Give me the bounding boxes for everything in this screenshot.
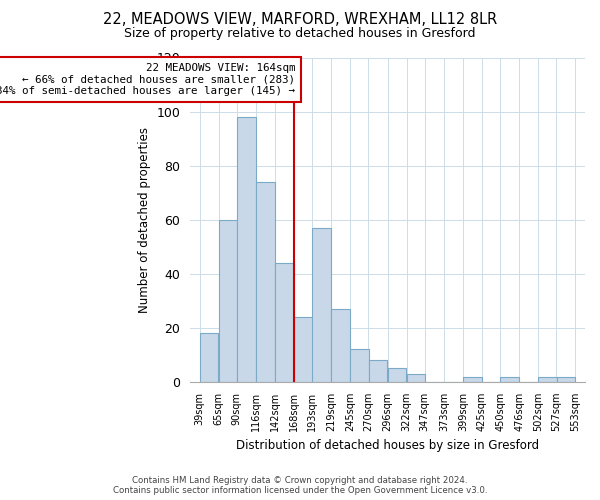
X-axis label: Distribution of detached houses by size in Gresford: Distribution of detached houses by size … [236, 440, 539, 452]
Bar [331, 309, 350, 382]
Y-axis label: Number of detached properties: Number of detached properties [138, 126, 151, 312]
Bar [275, 263, 293, 382]
Bar [350, 350, 369, 382]
Text: 22, MEADOWS VIEW, MARFORD, WREXHAM, LL12 8LR: 22, MEADOWS VIEW, MARFORD, WREXHAM, LL12… [103, 12, 497, 28]
Bar [368, 360, 388, 382]
Bar [219, 220, 238, 382]
Bar [313, 228, 331, 382]
Bar [294, 317, 313, 382]
Bar [388, 368, 406, 382]
Bar [538, 376, 557, 382]
Bar [557, 376, 575, 382]
Bar [407, 374, 425, 382]
Bar [237, 117, 256, 382]
Text: Size of property relative to detached houses in Gresford: Size of property relative to detached ho… [124, 28, 476, 40]
Bar [200, 334, 218, 382]
Text: Contains HM Land Registry data © Crown copyright and database right 2024.
Contai: Contains HM Land Registry data © Crown c… [113, 476, 487, 495]
Text: 22 MEADOWS VIEW: 164sqm
← 66% of detached houses are smaller (283)
34% of semi-d: 22 MEADOWS VIEW: 164sqm ← 66% of detache… [0, 63, 295, 96]
Bar [500, 376, 519, 382]
Bar [463, 376, 482, 382]
Bar [256, 182, 275, 382]
